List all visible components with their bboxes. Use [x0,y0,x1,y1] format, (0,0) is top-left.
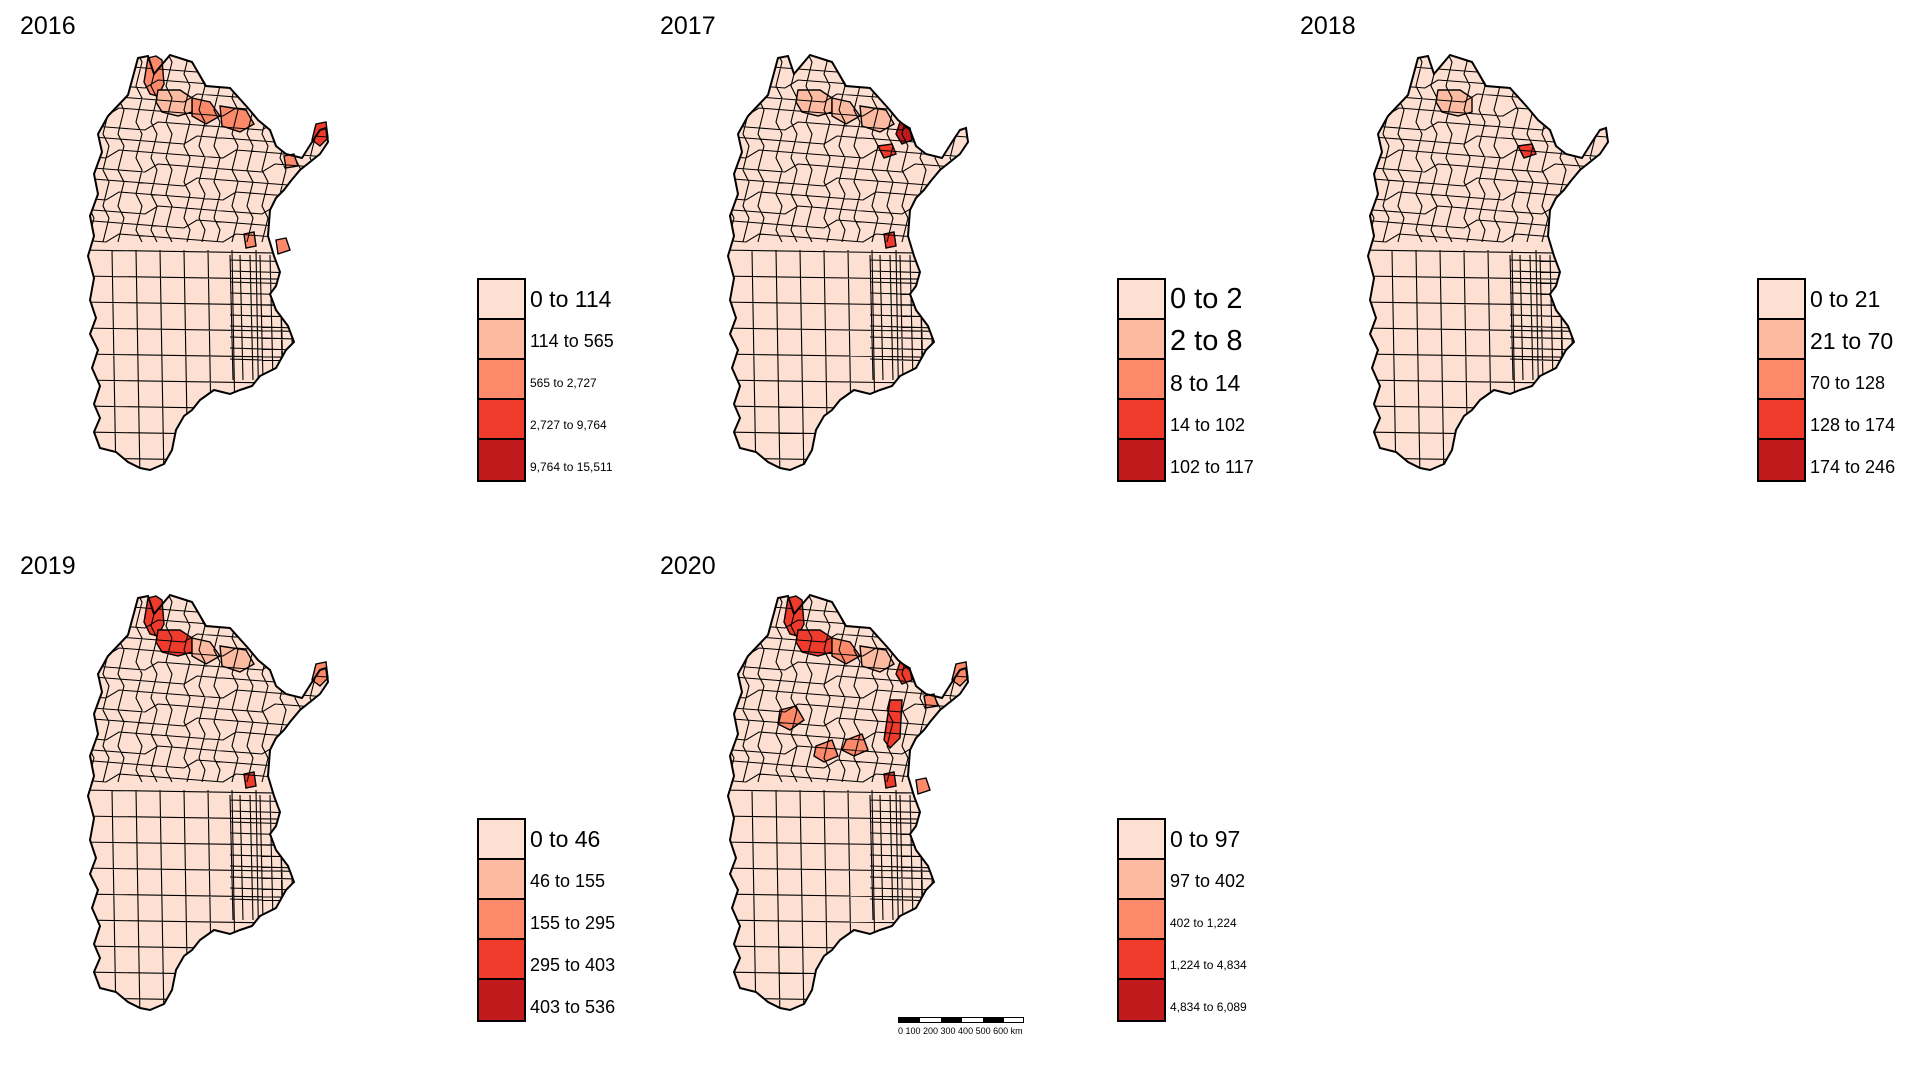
legend-swatch [1119,900,1164,940]
legend-label: 403 to 536 [530,996,616,1017]
legend-label: 0 to 2 [1170,282,1243,315]
argentina-map [726,593,970,1012]
panel-year-title: 2020 [660,552,716,580]
map-legend [1757,278,1806,482]
legend-labels: 0 to 114 114 to 565 565 to 2,727 2,727 to 9… [530,278,640,488]
legend-swatch [1119,860,1164,900]
legend-swatch [479,940,524,980]
legend-label: 0 to 21 [1810,285,1881,312]
scale-bar-label: 0 100 200 300 400 500 600 km [898,1026,1023,1036]
region-entre-rios-north [915,777,931,795]
legend-swatch [479,860,524,900]
legend-label: 21 to 70 [1810,327,1894,354]
scale-bar: 0 100 200 300 400 500 600 km [898,1017,1058,1047]
legend-label: 97 to 402 [1170,870,1246,891]
map-panel-2018: 2018 0 to 21 21 to 70 70 to 128 128 to 174 1… [1280,0,1920,540]
legend-swatch [1119,400,1164,440]
map-panel-2016: 2016 0 to 114 114 to 565 565 to 2,727 2,727… [0,0,640,540]
argentina-map [86,593,330,1012]
argentina-map [726,53,970,472]
region-salta-east [191,637,222,665]
legend-label: 9,764 to 15,511 [530,460,613,474]
legend-swatch [1759,280,1804,320]
region-salta-central [155,629,193,657]
legend-label: 174 to 246 [1810,456,1896,477]
legend-label: 0 to 46 [530,825,601,852]
legend-label: 565 to 2,727 [530,376,597,390]
legend-label: 46 to 155 [530,870,606,891]
legend-label: 295 to 403 [530,954,616,975]
legend-label: 4,834 to 6,089 [1170,1000,1247,1014]
legend-swatch [1119,440,1164,480]
legend-label: 402 to 1,224 [1170,916,1237,930]
region-santa-fe-east [883,231,897,249]
argentina-map [86,53,330,472]
legend-swatch [479,980,524,1020]
legend-label: 128 to 174 [1810,414,1896,435]
legend-labels: 0 to 2 2 to 8 8 to 14 14 to 102 102 to 117 [1170,278,1280,488]
country-outline [726,53,970,472]
region-entre-rios-north [275,237,291,255]
map-legend [1117,278,1166,482]
legend-labels: 0 to 46 46 to 155 155 to 295 295 to 403 403 … [530,818,640,1028]
legend-swatch [479,400,524,440]
legend-labels: 0 to 97 97 to 402 402 to 1,224 1,224 to 4,8… [1170,818,1280,1028]
legend-label: 14 to 102 [1170,414,1246,435]
legend-swatch [1119,940,1164,980]
legend-label: 114 to 565 [530,330,614,351]
region-salta-east [831,97,862,125]
argentina-map [1366,53,1610,472]
region-salta-east [831,637,862,665]
legend-swatch [479,900,524,940]
legend-label: 1,224 to 4,834 [1170,958,1247,972]
legend-label: 70 to 128 [1810,372,1886,393]
legend-swatch [1759,360,1804,400]
map-legend [477,818,526,1022]
legend-label: 0 to 97 [1170,825,1241,852]
legend-swatch [1119,820,1164,860]
country-outline [726,593,970,1012]
legend-label: 2 to 8 [1170,324,1243,357]
map-legend [1117,818,1166,1022]
legend-label: 2,727 to 9,764 [530,418,607,432]
map-legend [477,278,526,482]
legend-swatch [1759,400,1804,440]
legend-label: 8 to 14 [1170,369,1241,396]
region-salta-east [191,97,222,125]
legend-swatch [479,360,524,400]
legend-swatch [479,280,524,320]
legend-swatch [479,320,524,360]
map-panel-2017: 2017 0 to 2 2 to 8 8 to 14 14 to 102 102 to … [640,0,1280,540]
region-salta-central [155,89,193,117]
legend-swatch [1759,440,1804,480]
panel-year-title: 2016 [20,12,76,40]
region-santa-fe-east [243,771,257,789]
legend-swatch [479,820,524,860]
country-outline [1366,53,1610,472]
panel-year-title: 2019 [20,552,76,580]
panel-year-title: 2018 [1300,12,1356,40]
legend-label: 155 to 295 [530,912,616,933]
region-santa-fe-east [883,771,897,789]
scale-bar-graphic [898,1017,1024,1023]
map-panel-2019: 2019 0 to 46 46 to 155 155 to 295 295 to 40… [0,540,640,1080]
region-santa-fe-east [243,231,257,249]
legend-label: 0 to 114 [530,285,612,312]
legend-swatch [479,440,524,480]
country-outline [86,593,330,1012]
country-outline [86,53,330,472]
legend-label: 102 to 117 [1170,456,1254,477]
legend-swatch [1759,320,1804,360]
map-panel-2020: 2020 0 to 97 97 to 402 402 to 1,224 1,224 t… [640,540,1280,1080]
panel-year-title: 2017 [660,12,716,40]
region-salta-central [795,629,833,657]
legend-swatch [1119,360,1164,400]
legend-swatch [1119,980,1164,1020]
region-salta-central [795,89,833,117]
legend-swatch [1119,280,1164,320]
legend-labels: 0 to 21 21 to 70 70 to 128 128 to 174 174 to… [1810,278,1920,488]
legend-swatch [1119,320,1164,360]
region-salta-central [1435,89,1473,117]
